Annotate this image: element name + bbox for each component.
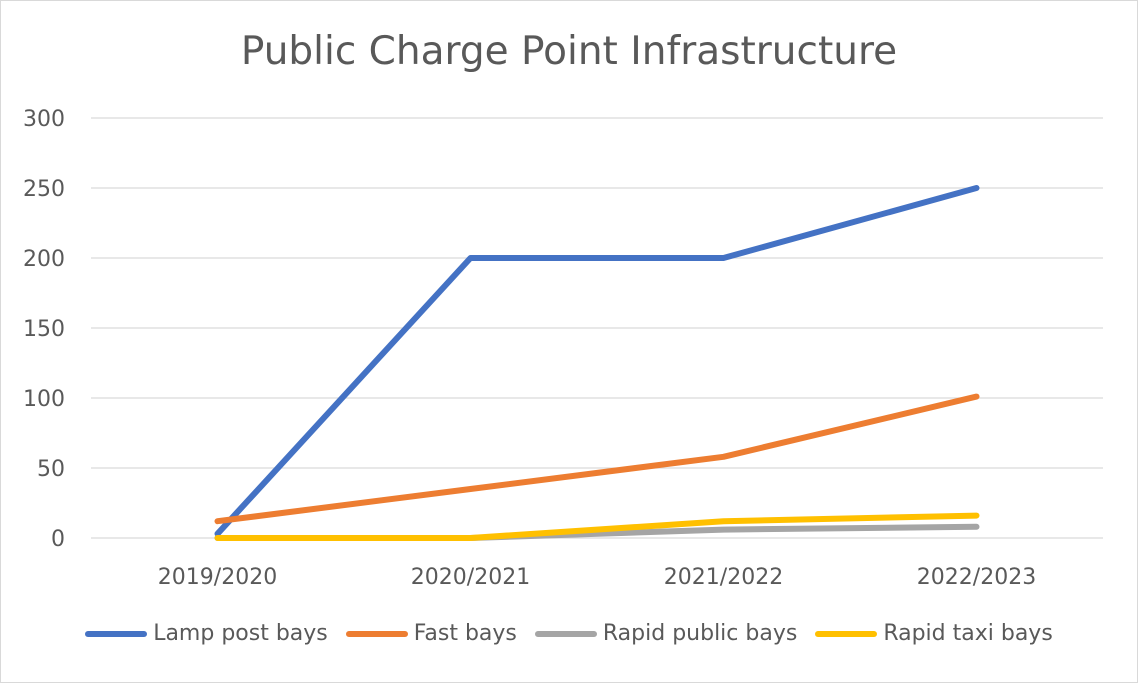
y-tick-label: 100 <box>23 387 65 412</box>
y-tick-label: 300 <box>23 107 65 132</box>
series-lines <box>214 185 980 541</box>
legend: Lamp post bays Fast bays Rapid public bays… <box>1 621 1137 646</box>
series-line-rapid-taxi-bays <box>214 512 980 541</box>
legend-label: Rapid public bays <box>602 621 798 646</box>
series-line-lamp-post-bays <box>214 185 980 537</box>
legend-swatch <box>815 630 878 637</box>
legend-item: Rapid taxi bays <box>815 621 1053 646</box>
legend-swatch <box>345 630 408 637</box>
series-line-fast-bays <box>214 393 980 525</box>
chart-title: Public Charge Point Infrastructure <box>240 29 898 74</box>
legend-item: Rapid public bays <box>534 621 798 646</box>
legend-item: Fast bays <box>345 621 517 646</box>
x-tick-label: 2019/2020 <box>158 565 277 590</box>
y-tick-label: 150 <box>23 317 65 342</box>
y-tick-label: 200 <box>23 247 65 272</box>
legend-label: Fast bays <box>413 621 517 646</box>
legend-swatch <box>534 630 597 637</box>
x-tick-label: 2022/2023 <box>917 565 1036 590</box>
x-axis-ticks: 2019/2020 2020/2021 2021/2022 2022/2023 <box>158 565 1036 590</box>
x-tick-label: 2021/2022 <box>664 565 783 590</box>
legend-label: Lamp post bays <box>153 621 328 646</box>
y-tick-label: 50 <box>37 457 65 482</box>
legend-swatch <box>85 630 148 637</box>
y-tick-label: 250 <box>23 177 65 202</box>
x-tick-label: 2020/2021 <box>411 565 530 590</box>
y-tick-label: 0 <box>51 527 65 552</box>
y-axis-ticks: 0 50 100 150 200 250 300 <box>23 107 65 552</box>
legend-label: Rapid taxi bays <box>883 621 1053 646</box>
legend-item: Lamp post bays <box>85 621 328 646</box>
